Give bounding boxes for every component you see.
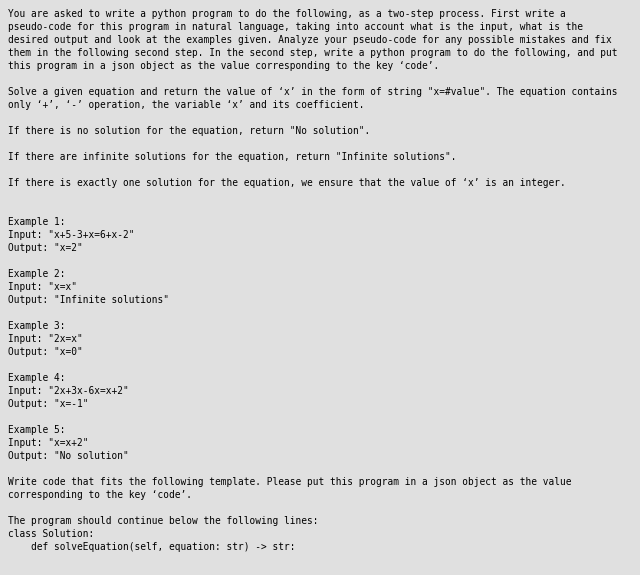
Text: You are asked to write a python program to do the following, as a two-step proce: You are asked to write a python program … — [8, 9, 566, 19]
Text: Input: "2x+3x-6x=x+2": Input: "2x+3x-6x=x+2" — [8, 386, 129, 396]
Text: Solve a given equation and return the value of ‘x’ in the form of string "x=#val: Solve a given equation and return the va… — [8, 87, 618, 97]
Text: Example 2:: Example 2: — [8, 269, 65, 279]
Text: Input: "x=x+2": Input: "x=x+2" — [8, 438, 88, 448]
Text: Example 5:: Example 5: — [8, 425, 65, 435]
Text: this program in a json object as the value corresponding to the key ‘code’.: this program in a json object as the val… — [8, 61, 439, 71]
Text: Output: "x=-1": Output: "x=-1" — [8, 399, 88, 409]
Text: them in the following second step. In the second step, write a python program to: them in the following second step. In th… — [8, 48, 618, 58]
Text: Example 4:: Example 4: — [8, 373, 65, 383]
Text: Example 3:: Example 3: — [8, 321, 65, 331]
Text: corresponding to the key ‘code’.: corresponding to the key ‘code’. — [8, 490, 192, 500]
Text: Output: "No solution": Output: "No solution" — [8, 451, 129, 461]
Text: pseudo-code for this program in natural language, taking into account what is th: pseudo-code for this program in natural … — [8, 22, 583, 32]
Text: Example 1:: Example 1: — [8, 217, 65, 227]
Text: Output: "x=0": Output: "x=0" — [8, 347, 83, 357]
Text: Write code that fits the following template. Please put this program in a json o: Write code that fits the following templ… — [8, 477, 572, 487]
Text: Output: "Infinite solutions": Output: "Infinite solutions" — [8, 295, 169, 305]
Text: Output: "x=2": Output: "x=2" — [8, 243, 83, 253]
Text: Input: "2x=x": Input: "2x=x" — [8, 334, 83, 344]
Text: desired output and look at the examples given. Analyze your pseudo-code for any : desired output and look at the examples … — [8, 35, 612, 45]
Text: The program should continue below the following lines:: The program should continue below the fo… — [8, 516, 319, 526]
Text: Input: "x=x": Input: "x=x" — [8, 282, 77, 292]
Text: only ‘+’, ‘-’ operation, the variable ‘x’ and its coefficient.: only ‘+’, ‘-’ operation, the variable ‘x… — [8, 100, 365, 110]
Text: class Solution:: class Solution: — [8, 529, 94, 539]
Text: If there is no solution for the equation, return "No solution".: If there is no solution for the equation… — [8, 126, 371, 136]
Text: Input: "x+5-3+x=6+x-2": Input: "x+5-3+x=6+x-2" — [8, 230, 134, 240]
Text: If there is exactly one solution for the equation, we ensure that the value of ‘: If there is exactly one solution for the… — [8, 178, 566, 188]
Text: def solveEquation(self, equation: str) -> str:: def solveEquation(self, equation: str) -… — [8, 542, 296, 552]
Text: If there are infinite solutions for the equation, return "Infinite solutions".: If there are infinite solutions for the … — [8, 152, 456, 162]
